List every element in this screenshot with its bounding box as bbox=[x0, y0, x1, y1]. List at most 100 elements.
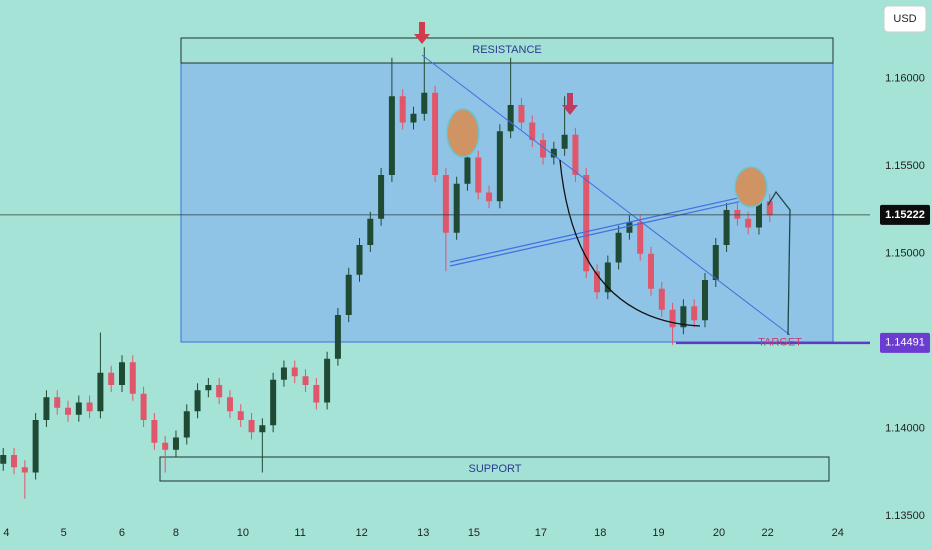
candle-body bbox=[97, 372, 104, 412]
candle-body bbox=[658, 288, 665, 310]
candle-body bbox=[669, 309, 676, 328]
candle-body bbox=[475, 157, 482, 193]
candle-body bbox=[712, 245, 719, 280]
candle-body bbox=[615, 232, 622, 263]
candle-body bbox=[75, 402, 82, 415]
currency[interactable]: USD bbox=[893, 13, 916, 25]
candle-body bbox=[745, 218, 752, 228]
candle-body bbox=[388, 96, 395, 175]
candle-body bbox=[151, 420, 158, 443]
candle-body bbox=[367, 218, 374, 245]
candle-body bbox=[11, 455, 18, 468]
candle-body bbox=[302, 376, 309, 385]
y-tick-label: 1.16000 bbox=[885, 73, 925, 85]
candle-body bbox=[172, 437, 179, 450]
support-zone bbox=[159, 456, 830, 482]
candle-body bbox=[313, 385, 320, 403]
candle-body bbox=[183, 411, 190, 438]
candle-body bbox=[205, 385, 212, 391]
candle-body bbox=[540, 140, 547, 158]
candle-body bbox=[453, 183, 460, 233]
y-tick-label: 1.15000 bbox=[885, 248, 925, 260]
candle-body bbox=[345, 274, 352, 315]
x-tick-label: 20 bbox=[713, 527, 725, 539]
current-price-label: 1.15222 bbox=[885, 209, 925, 221]
candle-body bbox=[561, 134, 568, 149]
candle-body bbox=[356, 245, 363, 275]
y-tick-label: 1.13500 bbox=[885, 510, 925, 522]
target-price-box bbox=[880, 332, 930, 353]
candle-body bbox=[162, 442, 169, 450]
candle-body bbox=[108, 372, 115, 385]
x-tick-label: 8 bbox=[173, 527, 179, 539]
x-tick-label: 11 bbox=[294, 527, 305, 539]
x-tick-label: 22 bbox=[761, 527, 773, 539]
wedge-line bbox=[449, 195, 766, 267]
y-tick-label: 1.14000 bbox=[885, 423, 925, 435]
candle-body bbox=[248, 420, 255, 433]
x-tick-label: 6 bbox=[119, 527, 125, 539]
candle-body bbox=[378, 175, 385, 219]
candle-body bbox=[594, 271, 601, 293]
candle-body bbox=[755, 201, 762, 228]
candle-body bbox=[496, 131, 503, 202]
candle-body bbox=[118, 362, 125, 385]
highlight-circle bbox=[734, 166, 768, 208]
candle-body bbox=[518, 105, 525, 123]
candle-body bbox=[691, 306, 698, 321]
candle-body bbox=[442, 175, 449, 233]
candle-body bbox=[604, 262, 611, 293]
range-box bbox=[180, 62, 834, 343]
candle-body bbox=[280, 367, 287, 380]
x-tick-label: 24 bbox=[832, 527, 844, 539]
candle-body bbox=[129, 362, 136, 394]
x-tick-label: 10 bbox=[237, 527, 249, 539]
candle-body bbox=[766, 201, 773, 216]
candle-body bbox=[237, 411, 244, 420]
x-tick-label: 12 bbox=[356, 527, 368, 539]
y-tick-label: 1.15500 bbox=[885, 160, 925, 172]
candle-body bbox=[194, 390, 201, 412]
candle-body bbox=[54, 397, 61, 408]
support-label: SUPPORT bbox=[469, 463, 522, 475]
highlight-circle bbox=[446, 108, 480, 158]
candle-body bbox=[734, 210, 741, 219]
candle-body bbox=[32, 420, 39, 473]
candle-body bbox=[86, 402, 93, 412]
candle-body bbox=[626, 222, 633, 233]
x-tick-label: 13 bbox=[417, 527, 429, 539]
projection bbox=[767, 190, 791, 336]
candle-body bbox=[65, 407, 72, 415]
candle-body bbox=[421, 92, 428, 114]
wedge-line bbox=[449, 191, 766, 263]
candle-body bbox=[572, 134, 579, 175]
candle-body bbox=[550, 148, 557, 158]
x-tick-label: 19 bbox=[652, 527, 664, 539]
candle-body bbox=[637, 222, 644, 254]
target-price-label: 1.14491 bbox=[885, 337, 925, 349]
currency-box[interactable] bbox=[883, 5, 927, 33]
candle-body bbox=[226, 397, 233, 412]
x-tick-label: 17 bbox=[535, 527, 547, 539]
candle-body bbox=[701, 280, 708, 321]
candle-body bbox=[648, 253, 654, 289]
candle-body bbox=[270, 379, 277, 426]
candle-body bbox=[140, 393, 147, 420]
candle-body bbox=[43, 397, 50, 420]
current-price-box bbox=[880, 204, 930, 225]
x-tick-label: 15 bbox=[468, 527, 480, 539]
resistance-label: RESISTANCE bbox=[472, 44, 541, 56]
candle-body bbox=[507, 105, 514, 132]
target-label: TARGET bbox=[758, 337, 802, 349]
candle-body bbox=[21, 467, 28, 473]
cup-curve bbox=[559, 159, 701, 327]
candle-body bbox=[0, 455, 7, 464]
candle-body bbox=[723, 210, 730, 245]
resistance-zone bbox=[180, 37, 834, 64]
candle-body bbox=[259, 425, 266, 433]
down-arrow bbox=[562, 93, 578, 115]
candle-body bbox=[324, 358, 331, 403]
candle-body bbox=[583, 175, 590, 272]
candle-body bbox=[216, 385, 223, 398]
